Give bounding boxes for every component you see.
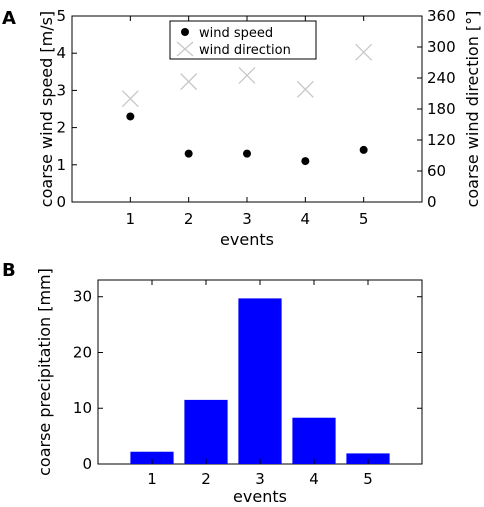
panel-a-left-y-axis-label: coarse wind speed [m/s]: [37, 11, 56, 207]
panel-a-right-y-tick-label: 0: [427, 193, 437, 211]
panel-a-legend: wind speed wind direction: [169, 20, 317, 60]
wind-speed-point: [301, 157, 310, 166]
legend-wind-speed-marker: [181, 28, 189, 36]
panel-b-y-tick-label: 0: [82, 455, 92, 473]
panel-a-label: A: [2, 8, 16, 29]
panel-b-y-tick-label: 10: [73, 399, 92, 417]
legend-wind-direction-marker: [176, 41, 194, 57]
panel-a-x-tick-label: 2: [184, 210, 194, 228]
panel-a-left-y-tick-label: 1: [56, 156, 66, 174]
panel-b-x-tick-label: 1: [147, 470, 157, 488]
panel-b-y-tick-label: 20: [73, 343, 92, 361]
precipitation-bar: [184, 399, 228, 464]
panel-a-right-y-tick-label: 360: [427, 7, 456, 25]
panel-a-x-tick-label: 4: [301, 210, 311, 228]
panel-a-x-tick-label: 5: [359, 210, 369, 228]
panel-a-right-y-tick-label: 60: [427, 162, 446, 180]
precipitation-bar: [238, 298, 282, 464]
panel-b-label: B: [2, 260, 16, 281]
panel-a: A 1 2 3 4 5 0 1 2 3 4 5 0 60 120 180 240 300 360 wind spe…: [2, 7, 482, 249]
precipitation-bar: [292, 417, 336, 464]
panel-a-left-y-tick-label: 3: [56, 81, 66, 99]
panel-a-x-axis-label: events: [220, 230, 274, 249]
wind-speed-point: [184, 149, 193, 158]
wind-direction-point: [121, 90, 139, 108]
panel-a-left-y-tick-label: 4: [56, 44, 66, 62]
panel-a-right-y-tick-label: 180: [427, 100, 456, 118]
panel-a-marks: [121, 43, 373, 166]
wind-direction-point: [355, 43, 373, 61]
panel-b: B 1 2 3 4 5 0 10 20 30 events coarse precipitati…: [2, 260, 423, 506]
wind-speed-point: [243, 149, 251, 158]
wind-direction-point: [180, 73, 198, 91]
panel-a-ticks: 1 2 3 4 5 0 1 2 3 4 5 0 60 120 180 240 300 360: [56, 7, 455, 228]
panel-b-y-axis-label: coarse precipitation [mm]: [35, 268, 54, 476]
panel-b-y-tick-label: 30: [73, 288, 92, 306]
panel-a-right-y-tick-label: 240: [427, 69, 456, 87]
panel-a-right-y-axis-label: coarse wind direction [°]: [463, 11, 482, 208]
precipitation-bar: [130, 451, 174, 464]
panel-a-x-tick-label: 1: [126, 210, 136, 228]
panel-b-bars: [130, 298, 390, 464]
panel-b-x-tick-label: 3: [255, 470, 265, 488]
panel-b-x-tick-label: 5: [363, 470, 373, 488]
panel-b-x-tick-label: 2: [201, 470, 211, 488]
panel-a-left-y-tick-label: 2: [56, 119, 66, 137]
panel-a-right-y-tick-label: 300: [427, 38, 456, 56]
precipitation-bar: [346, 453, 390, 464]
panel-a-x-tick-label: 3: [242, 210, 252, 228]
panel-b-ticks: 1 2 3 4 5 0 10 20 30: [73, 280, 422, 488]
legend-wind-direction-label: wind direction: [199, 43, 291, 58]
panel-a-right-y-tick-label: 120: [427, 131, 456, 149]
panel-b-x-axis-label: events: [233, 487, 287, 506]
wind-speed-point: [359, 145, 368, 154]
wind-direction-point: [238, 66, 256, 84]
legend-wind-speed-label: wind speed: [199, 26, 273, 41]
wind-direction-point: [296, 80, 314, 98]
panel-a-left-y-tick-label: 5: [56, 7, 66, 25]
panel-a-left-y-tick-label: 0: [56, 193, 66, 211]
panel-b-x-tick-label: 4: [309, 470, 319, 488]
legend-box: [169, 20, 317, 60]
wind-speed-point: [126, 112, 135, 121]
